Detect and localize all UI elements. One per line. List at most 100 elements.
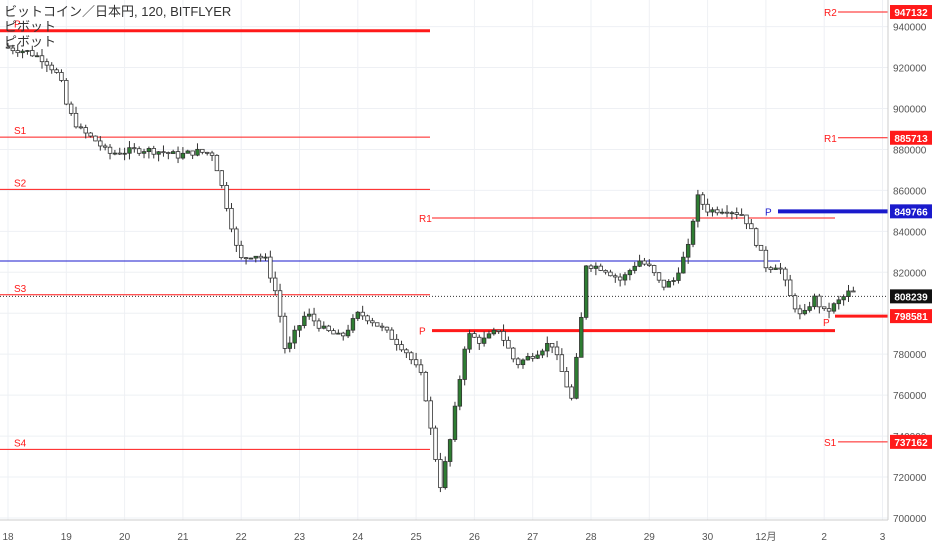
candle-down	[229, 208, 234, 230]
candle-up	[292, 329, 297, 344]
candle-down	[64, 80, 69, 105]
candle-down	[214, 154, 220, 172]
time-tick-label: 27	[527, 532, 539, 543]
candle-up	[593, 265, 599, 269]
candle-down	[151, 148, 156, 155]
candle-up	[836, 299, 841, 305]
candle-down	[394, 338, 399, 345]
last-price-label: 808239	[894, 292, 928, 303]
price-axis-badge	[890, 309, 932, 324]
time-tick-label: 26	[469, 532, 481, 543]
candle-down	[817, 295, 822, 308]
candle-up	[525, 356, 531, 361]
candle-down	[588, 265, 594, 269]
candle-down	[826, 308, 832, 312]
candle-down	[506, 339, 511, 349]
candle-down	[282, 315, 288, 349]
candle-up	[457, 379, 463, 407]
candle-down	[700, 194, 705, 205]
candle-down	[200, 148, 205, 153]
price-tick-label: 720000	[893, 473, 927, 484]
candle-up	[486, 333, 492, 339]
pivot-label-r2: R2	[824, 8, 837, 19]
candle-up	[632, 265, 637, 271]
candle-down	[132, 147, 137, 150]
price-tick-label: 940000	[893, 23, 927, 34]
candle-up	[462, 348, 467, 380]
time-tick-label: 21	[177, 532, 189, 543]
candle-up	[443, 461, 448, 489]
time-tick-label: 19	[61, 532, 73, 543]
candle-down	[564, 371, 569, 388]
price-axis-badge-label: 798581	[894, 312, 928, 323]
candle-down	[224, 185, 229, 209]
time-tick-label: 18	[2, 532, 14, 543]
last-price-badge	[890, 289, 932, 304]
candle-down	[326, 325, 331, 332]
candle-down	[778, 267, 783, 270]
pivot-label-s1: S1	[824, 438, 837, 449]
candle-up	[583, 265, 589, 318]
candle-down	[768, 267, 773, 270]
chart-legend: ビットコイン／日本円, 120, BITFLYER ピボット ピボット	[4, 4, 231, 49]
candle-down	[724, 211, 730, 214]
candle-down	[749, 223, 754, 230]
candle-down	[30, 50, 35, 57]
candle-up	[520, 359, 526, 366]
candle-down	[642, 260, 647, 265]
time-axis[interactable]: 18 19 20 21 22 23 24 25 26 27 28 29 30 12月 2 3	[0, 519, 888, 543]
price-axis[interactable]: 7000007200007400007600007800008000008200…	[887, 0, 932, 550]
pivot-label-r1: R1	[419, 214, 432, 225]
price-tick-label: 840000	[893, 227, 927, 238]
price-axis-bg	[888, 0, 932, 550]
candle-down	[161, 151, 166, 154]
candle-down	[792, 295, 798, 310]
pivot-label-s1: S1	[14, 126, 27, 137]
time-tick-label: 12月	[755, 531, 776, 543]
candle-up	[112, 152, 118, 155]
candle-down	[365, 315, 370, 322]
candle-down	[88, 132, 93, 137]
candle-down	[409, 352, 414, 361]
price-tick-label: 700000	[893, 514, 927, 525]
candle-down	[78, 126, 84, 129]
time-tick-label: 20	[119, 532, 131, 543]
candle-up	[481, 337, 487, 344]
candle-up	[710, 209, 715, 213]
price-axis-badge-label: 885713	[894, 134, 928, 145]
candle-up	[350, 318, 356, 331]
pivot-label-p: P	[419, 327, 426, 338]
candle-up	[676, 272, 681, 281]
symbol-title[interactable]: ビットコイン／日本円, 120, BITFLYER	[4, 4, 232, 19]
candle-up	[141, 151, 147, 154]
candle-up	[773, 267, 778, 270]
candle-up	[666, 281, 671, 288]
candle-down	[530, 356, 535, 359]
candle-down	[190, 150, 195, 156]
candle-down	[107, 146, 113, 154]
candle-up	[452, 405, 458, 440]
price-axis-badge	[890, 434, 932, 449]
candle-up	[287, 342, 292, 349]
candle-down	[753, 228, 759, 246]
candle-down	[209, 152, 215, 156]
candle-down	[744, 214, 749, 225]
price-axis-badge	[890, 5, 932, 20]
indicator-pivot-2[interactable]: ピボット	[4, 34, 57, 49]
candle-down	[136, 148, 142, 154]
candle-down	[763, 249, 769, 269]
candlestick-series	[5, 43, 856, 493]
candle-down	[734, 212, 739, 215]
pivot-label-r1: R1	[824, 134, 837, 145]
candle-down	[617, 276, 623, 281]
candle-down	[44, 61, 50, 66]
candle-down	[277, 290, 283, 317]
pivot-label-p: P	[14, 20, 21, 31]
candle-up	[263, 256, 268, 259]
indicator-pivot-1[interactable]: ピボット	[4, 19, 57, 34]
candle-down	[554, 346, 560, 356]
candle-down	[413, 359, 419, 366]
candle-down	[49, 64, 54, 71]
candle-up	[807, 306, 812, 311]
